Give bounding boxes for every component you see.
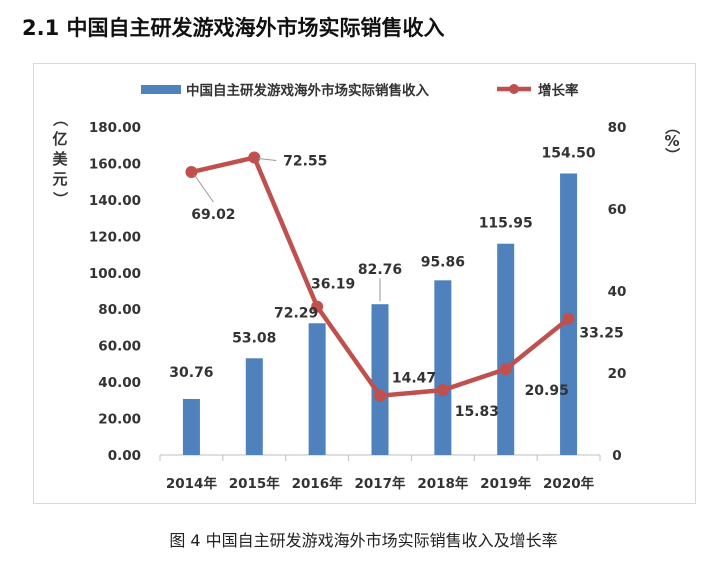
revenue-bar [434,280,452,455]
x-axis-category-label: 2017年 [354,475,406,492]
right-axis-tick-label: 80 [608,120,627,136]
revenue-data-label: 72.29 [274,305,318,321]
right-axis-tick-label: 40 [608,284,627,300]
legend-bar-swatch [141,85,181,94]
growth-rate-point [436,384,449,397]
legend-line-label: 增长率 [538,82,579,99]
revenue-data-label: 53.08 [232,330,276,346]
left-axis-tick-label: 80.00 [98,302,141,318]
growth-data-label: 14.47 [392,371,436,387]
right-axis-title-char: （ [663,119,681,134]
left-axis-title-char: 亿 [52,130,67,148]
right-axis-tick-label: 60 [608,202,627,218]
legend-line-marker [509,84,519,94]
revenue-data-label: 95.86 [421,254,465,270]
revenue-data-label: 30.76 [169,365,213,381]
revenue-data-label: 154.50 [542,145,596,161]
left-axis-title-char: （ [51,111,69,126]
x-axis-category-label: 2020年 [543,475,595,492]
left-axis-tick-label: 120.00 [89,229,141,245]
growth-label-leader [258,158,277,162]
growth-data-label: 20.95 [525,383,569,399]
left-axis-tick-label: 160.00 [89,156,141,172]
growth-data-label: 33.25 [579,326,623,342]
growth-rate-point [311,300,324,313]
revenue-data-label: 82.76 [358,262,402,278]
left-axis-tick-label: 60.00 [98,339,141,355]
growth-data-label: 72.55 [283,154,327,170]
x-axis-category-label: 2016年 [292,475,344,492]
left-axis-title-char: ） [51,191,69,206]
right-axis-tick-label: 20 [608,366,627,382]
x-axis-category-label: 2014年 [166,475,218,492]
x-axis-category-label: 2019年 [480,475,532,492]
right-axis-title-char: ） [663,147,681,162]
revenue-bar [371,304,389,455]
revenue-bar [182,398,200,455]
x-axis-category-label: 2015年 [229,475,281,492]
growth-rate-point [562,312,575,325]
figure-caption: 图 4 中国自主研发游戏海外市场实际销售收入及增长率 [169,531,558,550]
left-axis-tick-label: 20.00 [98,412,141,428]
revenue-bar [245,358,263,455]
revenue-bar [308,323,326,455]
left-axis-title-char: 元 [52,170,67,188]
growth-data-label: 36.19 [311,277,355,293]
revenue-bar [497,243,515,455]
growth-rate-point [248,151,261,164]
left-axis-tick-label: 40.00 [98,375,141,391]
revenue-data-label: 115.95 [479,216,533,232]
right-axis-tick-label: 0 [612,448,621,464]
chart-frame [33,63,696,504]
section-title: 2.1 中国自主研发游戏海外市场实际销售收入 [22,16,445,40]
growth-rate-point [374,389,386,402]
growth-rate-point [499,363,512,376]
left-axis-tick-label: 0.00 [108,448,141,464]
growth-data-label: 15.83 [455,404,499,420]
x-axis-category-label: 2018年 [417,475,469,492]
legend-bar-label: 中国自主研发游戏海外市场实际销售收入 [186,82,429,99]
left-axis-tick-label: 140.00 [89,193,141,209]
growth-label-leader [194,174,214,203]
right-axis-title-char: % [664,132,679,150]
growth-data-label: 69.02 [191,207,235,223]
left-axis-tick-label: 180.00 [89,120,141,136]
left-axis-tick-label: 100.00 [89,266,141,282]
left-axis-title-char: 美 [52,150,68,168]
